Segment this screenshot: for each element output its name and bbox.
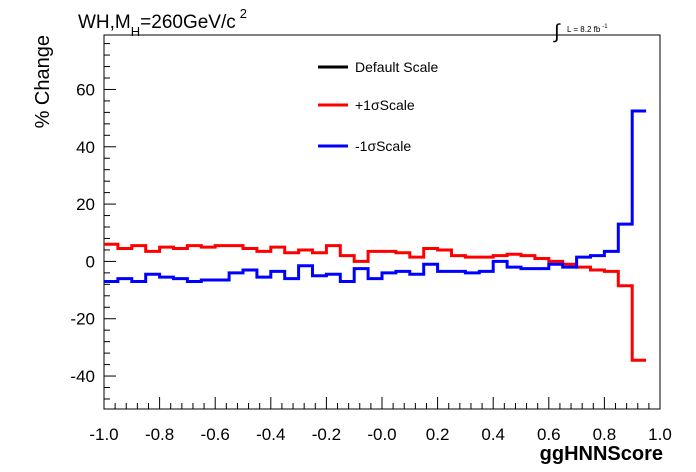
x-tick-label: -0.2 bbox=[312, 425, 341, 444]
x-tick-label: -0.8 bbox=[145, 425, 174, 444]
x-tick-label: 0.8 bbox=[593, 425, 617, 444]
y-tick-label: 0 bbox=[86, 252, 95, 271]
y-tick-label: -20 bbox=[70, 310, 95, 329]
x-tick-label: 0.4 bbox=[481, 425, 505, 444]
y-tick-labels: -40 -20 0 20 40 60 bbox=[70, 80, 95, 386]
lumi-annotation: L = 8.2 fb -1 bbox=[567, 24, 608, 34]
x-tick-labels: -1.0 -0.8 -0.6 -0.4 -0.2 -0.0 0.2 0.4 0.6 0.8 1.0 bbox=[89, 425, 671, 444]
x-tick-label: -0.6 bbox=[201, 425, 230, 444]
series-lines bbox=[104, 109, 647, 362]
lumi-integral-symbol: ∫ bbox=[553, 21, 561, 43]
x-tick-label: -0.4 bbox=[256, 425, 285, 444]
chart-title: WH,MH=260GeV/c 2 bbox=[78, 6, 247, 39]
x-tick-label: 1.0 bbox=[648, 425, 672, 444]
x-axis-label: ggHNNScore bbox=[540, 443, 663, 465]
legend-label-default-scale: Default Scale bbox=[355, 59, 438, 75]
x-tick-label: 0.2 bbox=[426, 425, 450, 444]
y-tick-label: -40 bbox=[70, 367, 95, 386]
legend-label-plus-1-sigma: +1σScale bbox=[355, 97, 415, 113]
series-line-2 bbox=[104, 109, 647, 283]
y-tick-label: 40 bbox=[76, 138, 95, 157]
x-tick-label: 0.6 bbox=[537, 425, 561, 444]
y-tick-label: 20 bbox=[76, 195, 95, 214]
x-tick-label: -0.0 bbox=[367, 425, 396, 444]
legend: Default Scale +1σScale -1σScale bbox=[318, 59, 438, 154]
y-axis-label: % Change bbox=[32, 35, 54, 128]
series-line-1 bbox=[104, 242, 647, 362]
y-tick-label: 60 bbox=[76, 80, 95, 99]
x-tick-label: -1.0 bbox=[89, 425, 118, 444]
legend-label-minus-1-sigma: -1σScale bbox=[355, 138, 411, 154]
axis-ticks bbox=[103, 43, 661, 409]
